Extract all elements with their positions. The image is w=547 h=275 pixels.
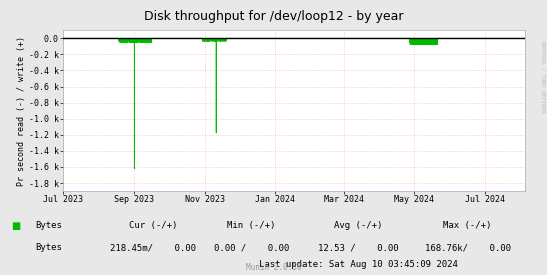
Text: Max (-/+): Max (-/+) — [444, 221, 492, 230]
Text: Bytes: Bytes — [36, 243, 62, 252]
Text: Avg (-/+): Avg (-/+) — [334, 221, 382, 230]
Text: Last update: Sat Aug 10 03:45:09 2024: Last update: Sat Aug 10 03:45:09 2024 — [259, 260, 458, 269]
Text: Munin 2.0.56: Munin 2.0.56 — [246, 263, 301, 272]
Text: Min (-/+): Min (-/+) — [228, 221, 276, 230]
Text: ■: ■ — [11, 221, 20, 231]
Text: Cur (-/+): Cur (-/+) — [129, 221, 177, 230]
Text: 218.45m/    0.00: 218.45m/ 0.00 — [110, 243, 196, 252]
Text: Disk throughput for /dev/loop12 - by year: Disk throughput for /dev/loop12 - by yea… — [144, 10, 403, 23]
Text: 168.76k/    0.00: 168.76k/ 0.00 — [424, 243, 511, 252]
Text: Bytes: Bytes — [36, 221, 62, 230]
Text: RRDTOOL / TOBI OETIKER: RRDTOOL / TOBI OETIKER — [541, 41, 546, 113]
Text: 12.53 /    0.00: 12.53 / 0.00 — [318, 243, 399, 252]
Text: 0.00 /    0.00: 0.00 / 0.00 — [214, 243, 289, 252]
Y-axis label: Pr second read (-) / write (+): Pr second read (-) / write (+) — [17, 36, 26, 186]
